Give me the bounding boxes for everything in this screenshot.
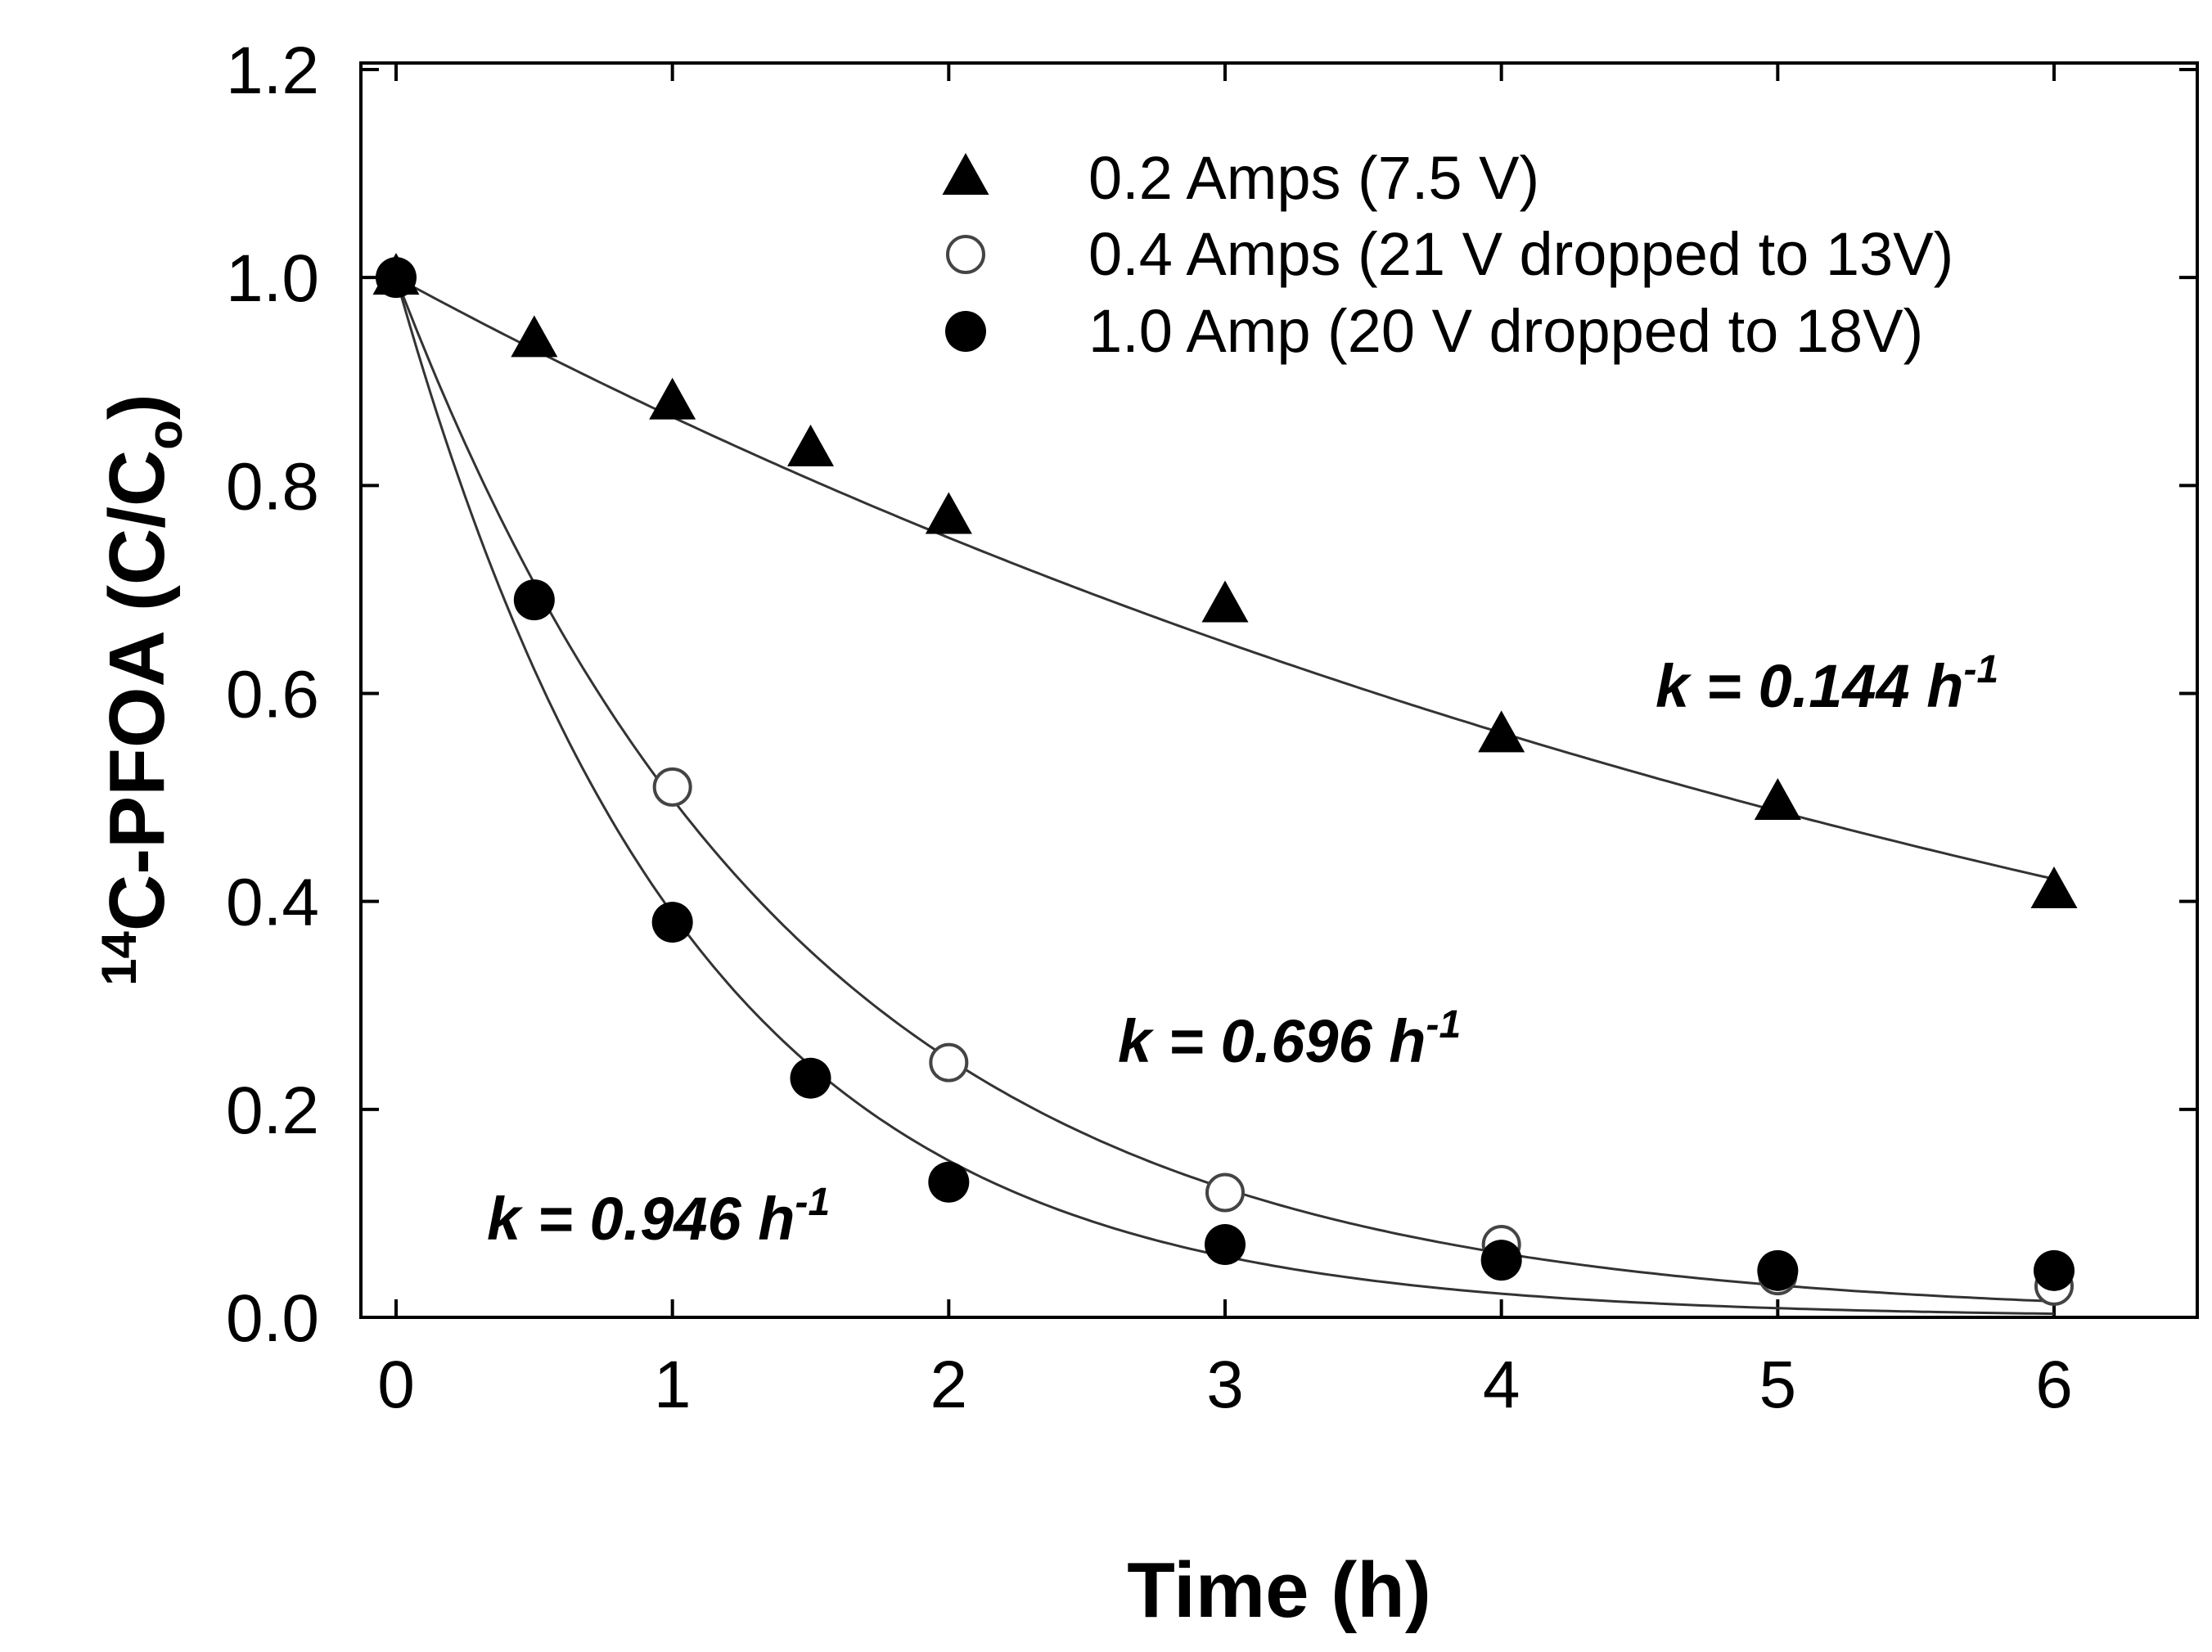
data-point-series-2: [1205, 1173, 1245, 1213]
data-point-series-3: [1480, 1240, 1522, 1281]
data-point-series-3: [376, 257, 417, 299]
y-tick-label: 1.2: [226, 34, 319, 108]
legend-markers: [942, 153, 989, 352]
y-tick-label: 1.0: [226, 241, 319, 316]
axis-ticks: 0 1 2 3 4 5 6 0.0 0.2 0.4 0.6 0.8 1.0 1.2: [226, 34, 2197, 1422]
fit-curves: [394, 276, 2055, 1316]
data-point-series-2: [929, 1042, 969, 1083]
legend: 0.2 Amps (7.5 V) 0.4 Amps (21 V dropped …: [942, 144, 1953, 365]
y-tick-label: 0.2: [226, 1074, 319, 1148]
data-point-series-3: [790, 1057, 831, 1099]
data-point-series-1: [925, 492, 972, 534]
data-point-series-1: [1478, 710, 1525, 753]
y-axis-title: 14C-PFOA (C/Co): [92, 394, 192, 986]
x-tick-label: 4: [1483, 1348, 1520, 1422]
data-point-series-1: [1754, 777, 1801, 820]
legend-label-series-1: 0.2 Amps (7.5 V): [1088, 144, 1539, 212]
x-tick-label: 3: [1206, 1348, 1244, 1422]
data-point-series-1: [2030, 866, 2078, 908]
data-point-series-3: [513, 579, 555, 621]
x-tick-label: 5: [1759, 1348, 1797, 1422]
data-point-series-1: [1201, 580, 1249, 623]
data-points: [372, 253, 2078, 1306]
data-point-series-1: [511, 315, 558, 358]
x-tick-label: 2: [930, 1348, 968, 1422]
y-tick-label: 0.4: [226, 866, 319, 940]
x-tick-label: 0: [377, 1348, 415, 1422]
legend-marker-series-1: [942, 153, 989, 195]
legend-marker-series-2: [946, 235, 985, 274]
data-point-series-1: [649, 377, 696, 420]
x-axis-title: Time (h): [1127, 1546, 1431, 1634]
x-tick-label: 1: [654, 1348, 692, 1422]
y-tick-label: 0.6: [226, 658, 319, 732]
data-point-series-3: [928, 1161, 970, 1203]
k-annotation-series-1: k = 0.144 h-1: [1656, 648, 1998, 720]
legend-label-series-2: 0.4 Amps (21 V dropped to 13V): [1088, 220, 1953, 288]
k-annotation-series-2: k = 0.696 h-1: [1118, 1003, 1461, 1075]
data-point-series-3: [651, 902, 693, 943]
data-point-series-2: [652, 767, 692, 807]
fit-curve-series-1: [395, 276, 2055, 880]
y-tick-label: 0.0: [226, 1281, 319, 1356]
plot-frame: [359, 61, 2199, 1319]
data-point-series-3: [2034, 1249, 2075, 1291]
fit-curve-series-2: [394, 277, 2055, 1303]
k-annotation-series-3: k = 0.946 h-1: [487, 1181, 830, 1253]
x-tick-label: 6: [2035, 1348, 2073, 1422]
legend-marker-series-3: [945, 311, 986, 352]
data-point-series-1: [787, 424, 834, 466]
data-point-series-3: [1757, 1249, 1799, 1291]
legend-label-series-3: 1.0 Amp (20 V dropped to 18V): [1088, 297, 1923, 365]
y-tick-label: 0.8: [226, 449, 319, 524]
data-point-series-3: [1205, 1224, 1246, 1266]
fit-curve-series-3: [394, 277, 2055, 1316]
